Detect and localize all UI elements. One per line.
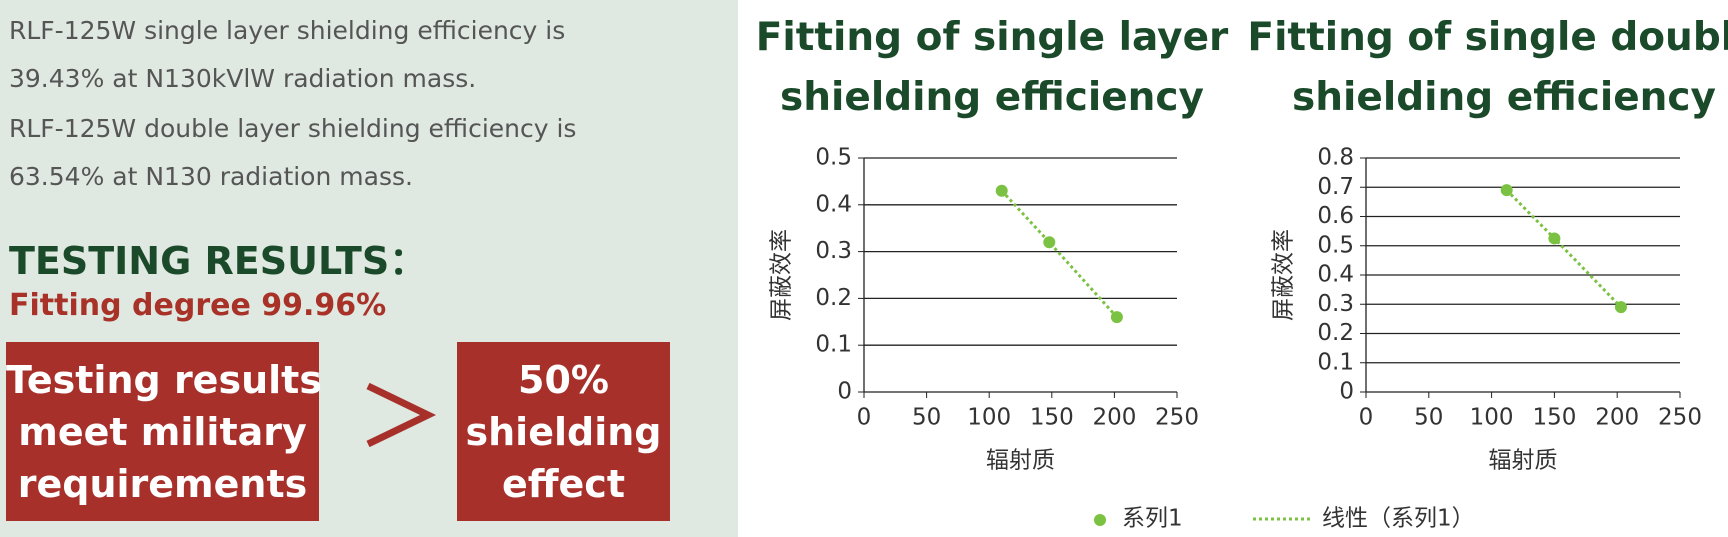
legend-marker: [1094, 514, 1106, 526]
info-line: 39.43% at N130kVlW radiation mass.: [9, 64, 477, 93]
y-tick-label: 0: [837, 379, 852, 405]
heading: TESTING RESULTS：: [9, 239, 428, 283]
chart-title: Fitting of single layer shielding effici…: [755, 15, 1229, 120]
y-tick-label: 0.3: [815, 238, 852, 264]
point: [1548, 232, 1561, 245]
legend-label: 系列1: [1122, 506, 1183, 532]
x-tick-label: 0: [1359, 405, 1374, 431]
chart-title: Fitting of single double shielding effic…: [1247, 15, 1728, 120]
box-line: meet military: [18, 409, 307, 454]
fitting-degree: Fitting degree 99.96%: [9, 288, 387, 323]
x-tick-label: 150: [1532, 405, 1576, 431]
y-axis-label: 屏蔽效率: [1271, 229, 1297, 321]
y-tick-label: 0.2: [815, 285, 852, 311]
point: [995, 184, 1008, 197]
x-tick-label: 200: [1595, 405, 1639, 431]
x-axis-label: 辐射质: [986, 448, 1055, 474]
box-line: effect: [501, 461, 626, 506]
y-tick-label: 0.1: [815, 332, 852, 358]
y-tick-label: 0.3: [1317, 291, 1354, 317]
info-line: RLF-125W single layer shielding efficien…: [9, 16, 566, 45]
box-line: requirements: [17, 461, 308, 506]
point: [1614, 301, 1627, 314]
result-box: 50% shielding effect: [457, 342, 670, 521]
x-tick-label: 250: [1658, 405, 1702, 431]
y-tick-label: 0.5: [1317, 232, 1354, 258]
x-tick-label: 0: [857, 405, 872, 431]
y-tick-label: 0: [1339, 379, 1354, 405]
y-tick-label: 0.4: [1317, 262, 1354, 288]
x-tick-label: 200: [1092, 405, 1136, 431]
y-tick-label: 0.8: [1317, 145, 1354, 171]
trend-line: [1505, 189, 1623, 309]
y-tick-label: 0.1: [1317, 349, 1354, 375]
y-tick-label: 0.5: [815, 145, 852, 171]
y-tick-label: 0.4: [815, 191, 852, 217]
y-axis-label: 屏蔽效率: [769, 229, 795, 321]
x-tick-label: 100: [967, 405, 1011, 431]
x-tick-label: 50: [1414, 405, 1443, 431]
box-line: 50%: [518, 357, 609, 402]
y-tick-label: 0.7: [1317, 174, 1354, 200]
x-tick-label: 250: [1155, 405, 1199, 431]
legend-label: 线性（系列1）: [1322, 506, 1475, 532]
info-line: RLF-125W double layer shielding efficien…: [9, 114, 577, 143]
info-line: 63.54% at N130 radiation mass.: [9, 162, 413, 191]
box-line: Testing results: [6, 357, 322, 402]
y-tick-label: 0.6: [1317, 203, 1354, 229]
x-tick-label: 100: [1470, 405, 1514, 431]
result-box: Testing results meet military requiremen…: [6, 342, 322, 521]
x-tick-label: 150: [1030, 405, 1074, 431]
point: [1043, 236, 1056, 249]
point: [1110, 311, 1123, 324]
info-panel: RLF-125W single layer shielding efficien…: [0, 0, 738, 537]
x-axis-label: 辐射质: [1489, 448, 1558, 474]
y-tick-label: 0.2: [1317, 320, 1354, 346]
greater-than: [366, 382, 437, 448]
point: [1500, 184, 1513, 197]
box-line: shielding: [465, 409, 662, 454]
x-tick-label: 50: [912, 405, 941, 431]
